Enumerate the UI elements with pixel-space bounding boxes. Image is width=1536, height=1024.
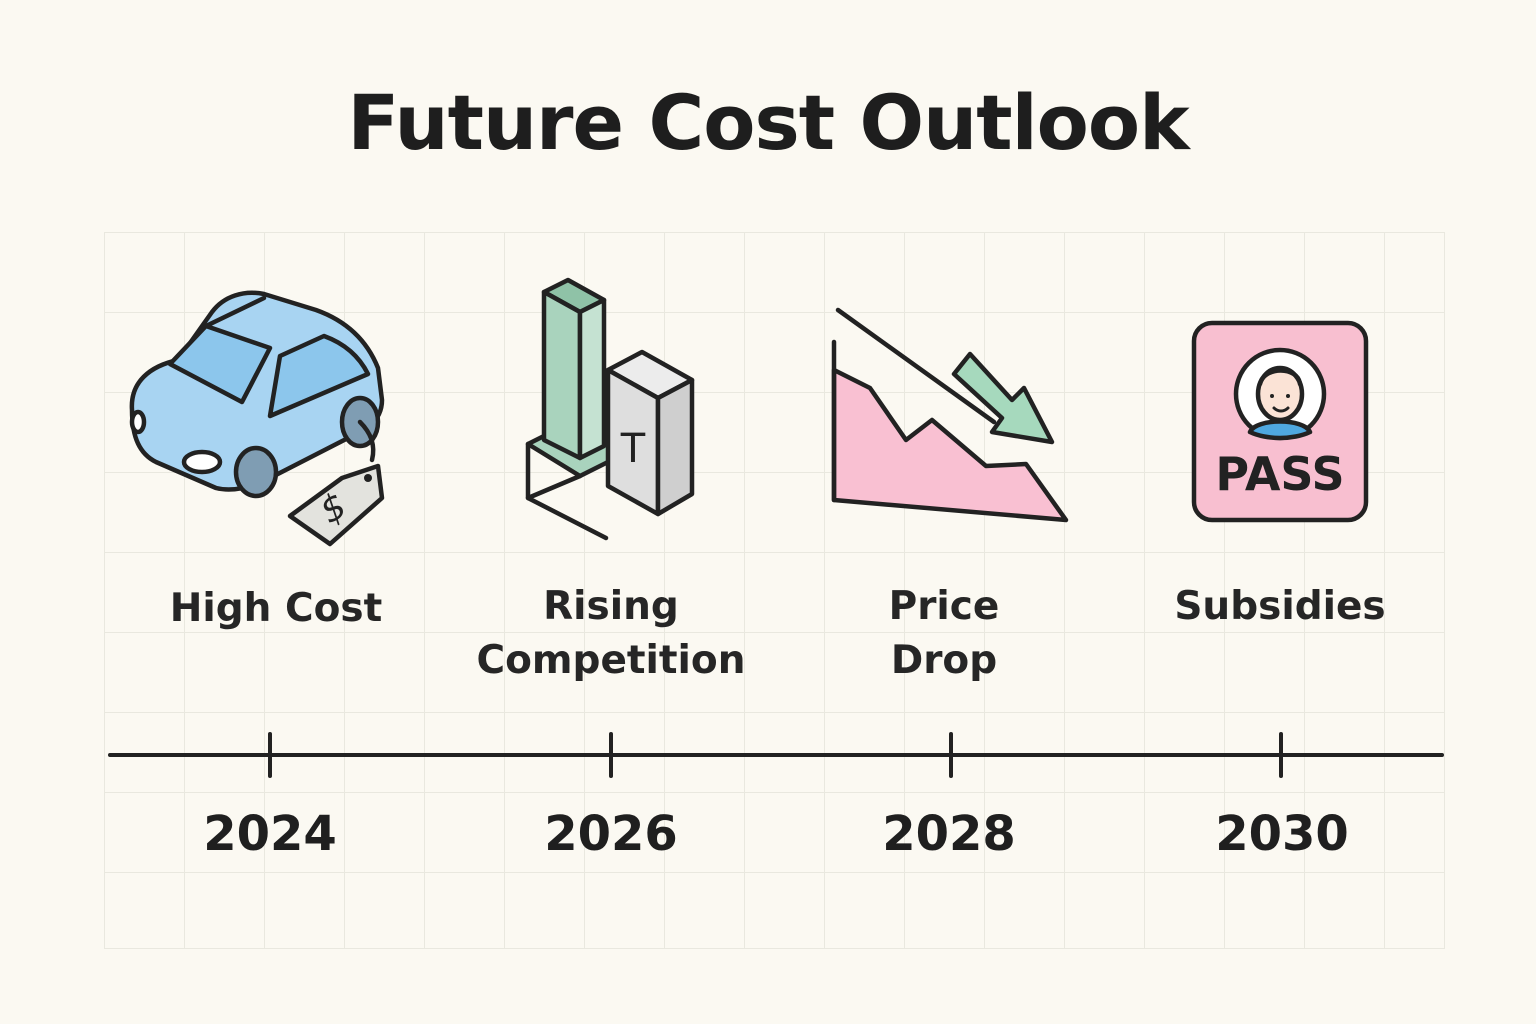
stage-label-high-cost: High Cost [169, 586, 383, 631]
timeline-axis [108, 753, 1444, 757]
falling-price-chart-icon [831, 307, 1069, 523]
subsidy-pass-icon: PASS [1191, 320, 1369, 523]
year-label-2028: 2028 [882, 806, 1016, 862]
year-label-2030: 2030 [1215, 806, 1349, 862]
pass-text: PASS [1215, 447, 1344, 501]
timeline-tick-2026 [609, 732, 613, 778]
block-letter: T [620, 426, 646, 472]
car-price-tag-icon: $ [129, 290, 385, 547]
page-title: Future Cost Outlook [347, 78, 1189, 167]
stage-label-price-drop: Price Drop [888, 584, 1000, 683]
timeline-tick-2028 [949, 732, 953, 778]
rising-blocks-icon: T [525, 277, 695, 541]
stage-label-rising-competition: Rising Competition [476, 584, 746, 683]
year-label-2026: 2026 [544, 806, 678, 862]
timeline-tick-2030 [1279, 732, 1283, 778]
year-label-2024: 2024 [203, 806, 337, 862]
stage-label-subsidies: Subsidies [1174, 584, 1386, 629]
timeline-tick-2024 [268, 732, 272, 778]
